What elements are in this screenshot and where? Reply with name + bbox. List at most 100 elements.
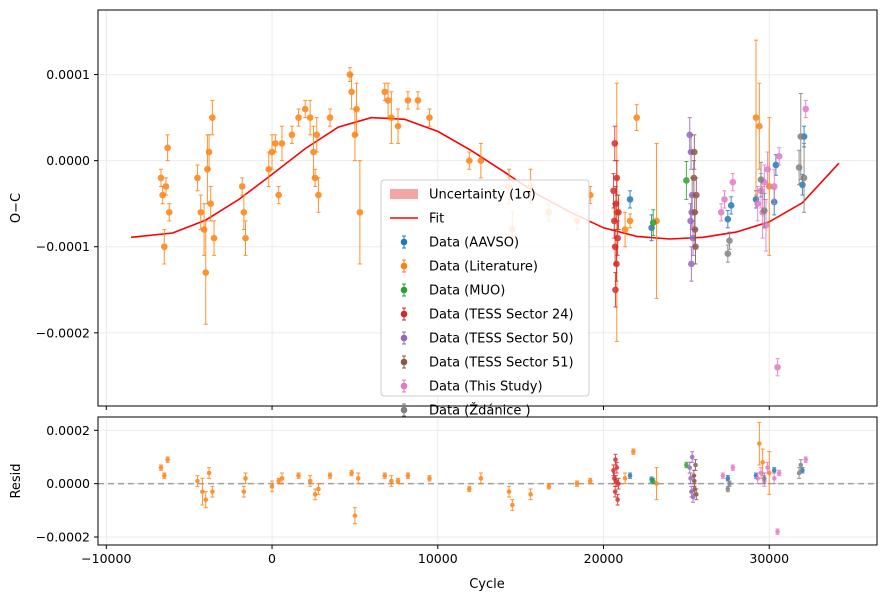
top-data-point bbox=[614, 220, 621, 256]
bottom-data-point bbox=[689, 451, 695, 463]
marker bbox=[757, 176, 765, 183]
bottom-data-point bbox=[654, 467, 659, 501]
marker bbox=[613, 174, 621, 182]
top-data-point bbox=[326, 108, 334, 127]
bottom-data-point bbox=[727, 480, 732, 487]
bottom-data-point bbox=[757, 421, 762, 466]
marker bbox=[202, 269, 210, 276]
marker bbox=[205, 148, 213, 156]
marker bbox=[689, 454, 695, 460]
marker bbox=[622, 476, 628, 481]
marker bbox=[803, 457, 809, 462]
marker bbox=[243, 476, 248, 481]
top-fit-layer bbox=[131, 116, 840, 240]
marker bbox=[546, 484, 552, 489]
bottom-data-point bbox=[614, 461, 620, 474]
bottom-data-point bbox=[210, 485, 215, 498]
bottom-data-point bbox=[546, 483, 552, 490]
marker bbox=[633, 114, 640, 121]
bottom-data-point bbox=[775, 528, 780, 535]
marker bbox=[158, 465, 164, 470]
marker bbox=[312, 492, 318, 497]
fit-curve bbox=[131, 116, 840, 240]
marker bbox=[466, 486, 472, 492]
marker bbox=[683, 177, 690, 184]
top-data-point bbox=[388, 91, 395, 144]
marker bbox=[242, 234, 249, 242]
top-data-point bbox=[313, 117, 321, 153]
top-data-point bbox=[774, 358, 781, 377]
marker bbox=[381, 88, 389, 96]
marker bbox=[272, 140, 279, 147]
bottom-data-point bbox=[355, 472, 361, 485]
marker bbox=[384, 97, 392, 104]
top-data-point bbox=[165, 203, 173, 222]
marker bbox=[771, 476, 777, 481]
legend-box bbox=[380, 179, 590, 397]
bottom-data-point bbox=[730, 464, 736, 471]
marker bbox=[761, 476, 767, 481]
bottom-data-point bbox=[195, 475, 200, 487]
marker bbox=[720, 473, 726, 478]
marker bbox=[614, 234, 621, 242]
top-data-point bbox=[757, 161, 765, 198]
marker bbox=[275, 191, 282, 199]
marker bbox=[195, 478, 200, 484]
marker bbox=[348, 88, 355, 96]
bottom-data-point bbox=[158, 464, 164, 471]
bottom-xtick-label: −10000 bbox=[81, 551, 131, 566]
top-data-point bbox=[159, 185, 166, 205]
legend-series-label: Data (TESS Sector 50) bbox=[429, 332, 574, 347]
top-data-point bbox=[202, 220, 210, 325]
marker bbox=[754, 200, 761, 207]
marker bbox=[721, 196, 728, 203]
top-ytick-label: −0.0001 bbox=[36, 239, 90, 254]
top-data-point bbox=[162, 177, 170, 196]
bottom-data-point bbox=[574, 480, 580, 487]
top-panel: −0.0002 −0.0001 0.0000 0.0001 O−C Uncertain… bbox=[9, 9, 878, 419]
marker bbox=[405, 473, 411, 478]
bottom-data-point bbox=[693, 459, 698, 471]
legend-series-marker bbox=[400, 334, 408, 342]
bottom-data-point bbox=[616, 477, 621, 490]
bottom-ytick-label: 0.0000 bbox=[46, 476, 90, 491]
legend-series-marker bbox=[400, 262, 408, 270]
top-data-point bbox=[295, 108, 302, 127]
marker bbox=[776, 470, 782, 476]
top-data-point bbox=[691, 134, 698, 170]
top-data-point bbox=[268, 134, 276, 170]
marker bbox=[414, 97, 422, 104]
top-data-point bbox=[160, 229, 168, 265]
marker bbox=[315, 191, 322, 199]
marker bbox=[200, 489, 205, 494]
marker bbox=[382, 473, 388, 478]
marker bbox=[764, 165, 771, 173]
bottom-data-point bbox=[771, 472, 777, 485]
top-data-point bbox=[209, 99, 216, 136]
top-data-point bbox=[683, 161, 690, 200]
marker bbox=[278, 140, 286, 147]
top-data-point bbox=[726, 231, 733, 250]
marker bbox=[306, 114, 314, 121]
marker bbox=[326, 114, 334, 121]
marker bbox=[760, 207, 768, 214]
marker bbox=[161, 473, 167, 478]
legend-series-label: Data (This Study) bbox=[429, 380, 543, 395]
marker bbox=[194, 174, 201, 182]
bottom-data-point bbox=[688, 472, 693, 485]
marker bbox=[752, 114, 760, 121]
marker bbox=[427, 476, 432, 481]
marker bbox=[692, 478, 697, 484]
top-ticks: −0.0002 −0.0001 0.0000 0.0001 bbox=[36, 67, 770, 410]
marker bbox=[611, 468, 616, 473]
marker bbox=[616, 481, 621, 486]
marker bbox=[802, 105, 810, 113]
bottom-data-point bbox=[478, 472, 484, 485]
marker bbox=[800, 174, 808, 182]
bottom-data-point bbox=[243, 472, 248, 485]
marker bbox=[758, 470, 764, 476]
top-data-point bbox=[717, 203, 725, 222]
marker bbox=[296, 473, 301, 478]
top-data-point bbox=[384, 82, 392, 119]
top-data-point bbox=[426, 108, 433, 127]
